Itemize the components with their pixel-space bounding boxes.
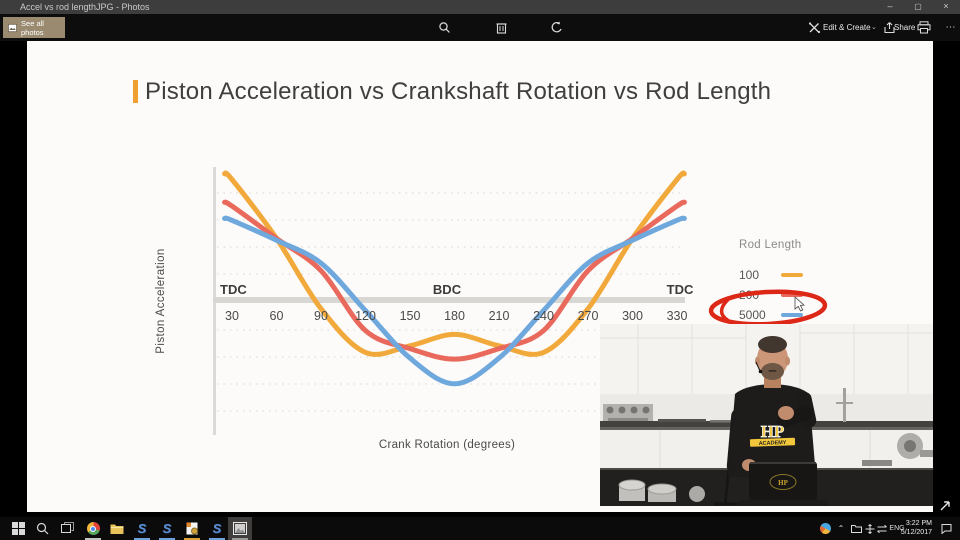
legend-item-5000: 5000	[739, 305, 803, 325]
laptop: HP	[735, 462, 831, 506]
edit-create-label[interactable]: Edit & Create	[823, 23, 871, 32]
slide-title: Piston Acceleration vs Crankshaft Rotati…	[145, 78, 772, 105]
legend-title: Rod Length	[739, 239, 802, 251]
see-all-photos-button[interactable]: See all photos	[3, 17, 65, 38]
taskbar-photos-icon[interactable]	[228, 517, 252, 540]
taskbar-document-app-icon[interactable]	[180, 517, 204, 540]
clock-time: 3:22 PM	[905, 520, 932, 527]
running-indicator	[134, 538, 150, 540]
chart-plot-area	[213, 167, 687, 435]
chart-legend: Rod Length 100 200 5000	[739, 239, 803, 325]
legend-label: 5000	[739, 308, 766, 322]
chevron-up-icon[interactable]: ⌃	[837, 524, 845, 533]
x-tick-90: 90	[314, 309, 328, 323]
more-icon[interactable]: ⋯	[945, 22, 957, 33]
presenter-video-overlay: HP ACADEMY HP	[600, 324, 933, 506]
engine-parts	[603, 388, 933, 466]
see-all-photos-label: See all photos	[21, 18, 44, 37]
move-cross-icon[interactable]	[864, 517, 876, 540]
legend-item-100: 100	[739, 265, 803, 285]
x-axis-label: Crank Rotation (degrees)	[378, 439, 516, 451]
x-tick-270: 270	[577, 309, 599, 323]
legend-swatch	[781, 273, 803, 277]
taskbar-solidworks-2-icon[interactable]: S	[155, 517, 179, 540]
chevron-down-icon: ⌄	[871, 24, 877, 31]
zoom-icon[interactable]	[435, 19, 453, 36]
browser-circle-icon[interactable]	[818, 517, 832, 540]
x-tick-330: 330	[666, 309, 688, 323]
photo-canvas: Piston Acceleration vs Crankshaft Rotati…	[27, 41, 933, 512]
slide-title-accent-bar	[133, 80, 138, 103]
photos-command-bar: See all photos Edit & Create ⌄ Share ⋯	[0, 14, 960, 41]
y-axis-label: Piston Acceleration	[155, 248, 167, 354]
chart-curves	[222, 170, 687, 387]
legend-label: 200	[739, 288, 760, 302]
folder-icon[interactable]	[849, 517, 863, 540]
presenter-scene: HP ACADEMY HP	[600, 324, 933, 506]
presenter-person: HP ACADEMY	[726, 336, 817, 477]
taskbar-search-icon[interactable]	[30, 517, 54, 540]
photo-icon	[8, 23, 18, 32]
clock-date: 5/12/2017	[900, 529, 932, 536]
taskbar-file-explorer-icon[interactable]	[105, 517, 129, 540]
x-tick-150: 150	[399, 309, 421, 323]
curve-5000	[222, 215, 687, 387]
action-center-icon[interactable]	[938, 517, 954, 540]
shirt-sublabel: ACADEMY	[759, 440, 787, 447]
taskbar-clock[interactable]: 3:22 PM 5/12/2017	[901, 519, 932, 537]
chart-gridlines	[217, 192, 685, 412]
window-titlebar: Accel vs rod lengthJPG - Photos – ▢ ×	[0, 0, 960, 14]
legend-item-200: 200	[739, 285, 803, 305]
x-tick-240: 240	[533, 309, 554, 323]
input-switch-icon[interactable]	[876, 517, 888, 540]
legend-label: 100	[739, 268, 760, 282]
rotate-icon[interactable]	[548, 19, 566, 36]
legend-swatch	[781, 313, 803, 317]
marker-tdc-right: TDC	[666, 282, 694, 297]
share-label[interactable]: Share	[894, 23, 916, 32]
edit-create-icon[interactable]	[805, 19, 823, 36]
legend-swatch	[781, 293, 803, 297]
language-indicator[interactable]: ENG	[889, 525, 905, 532]
shirt-logo: HP	[761, 422, 785, 441]
x-tick-210: 210	[488, 309, 510, 323]
share-icon[interactable]	[880, 19, 898, 36]
delete-icon[interactable]	[492, 19, 510, 36]
x-axis-line	[213, 297, 685, 303]
x-tick-60: 60	[269, 309, 284, 323]
window-title: Accel vs rod lengthJPG - Photos	[20, 2, 150, 12]
running-indicator	[209, 538, 225, 540]
resize-arrow-cursor	[940, 501, 950, 511]
taskbar-solidworks-1-icon[interactable]: S	[130, 517, 154, 540]
taskbar-start-icon[interactable]	[6, 517, 30, 540]
marker-tdc-left: TDC	[220, 282, 247, 297]
laptop-logo: HP	[778, 479, 788, 487]
marker-bdc: BDC	[432, 282, 462, 297]
running-indicator	[159, 538, 175, 540]
maximize-button[interactable]: ▢	[914, 2, 922, 11]
minimize-button[interactable]: –	[887, 1, 893, 11]
x-tick-120: 120	[355, 309, 376, 323]
close-button[interactable]: ×	[943, 1, 949, 11]
print-icon[interactable]	[915, 19, 933, 36]
x-tick-30: 30	[225, 309, 239, 323]
taskbar-chrome-icon[interactable]	[81, 517, 105, 540]
running-indicator	[85, 538, 101, 540]
x-tick-180: 180	[444, 309, 465, 323]
piston-parts	[618, 479, 705, 502]
x-tick-300: 300	[622, 309, 643, 323]
running-indicator	[184, 538, 200, 540]
taskbar-task-view-icon[interactable]	[55, 517, 79, 540]
taskbar-solidworks-3-icon[interactable]: S	[205, 517, 229, 540]
running-indicator	[232, 538, 248, 540]
